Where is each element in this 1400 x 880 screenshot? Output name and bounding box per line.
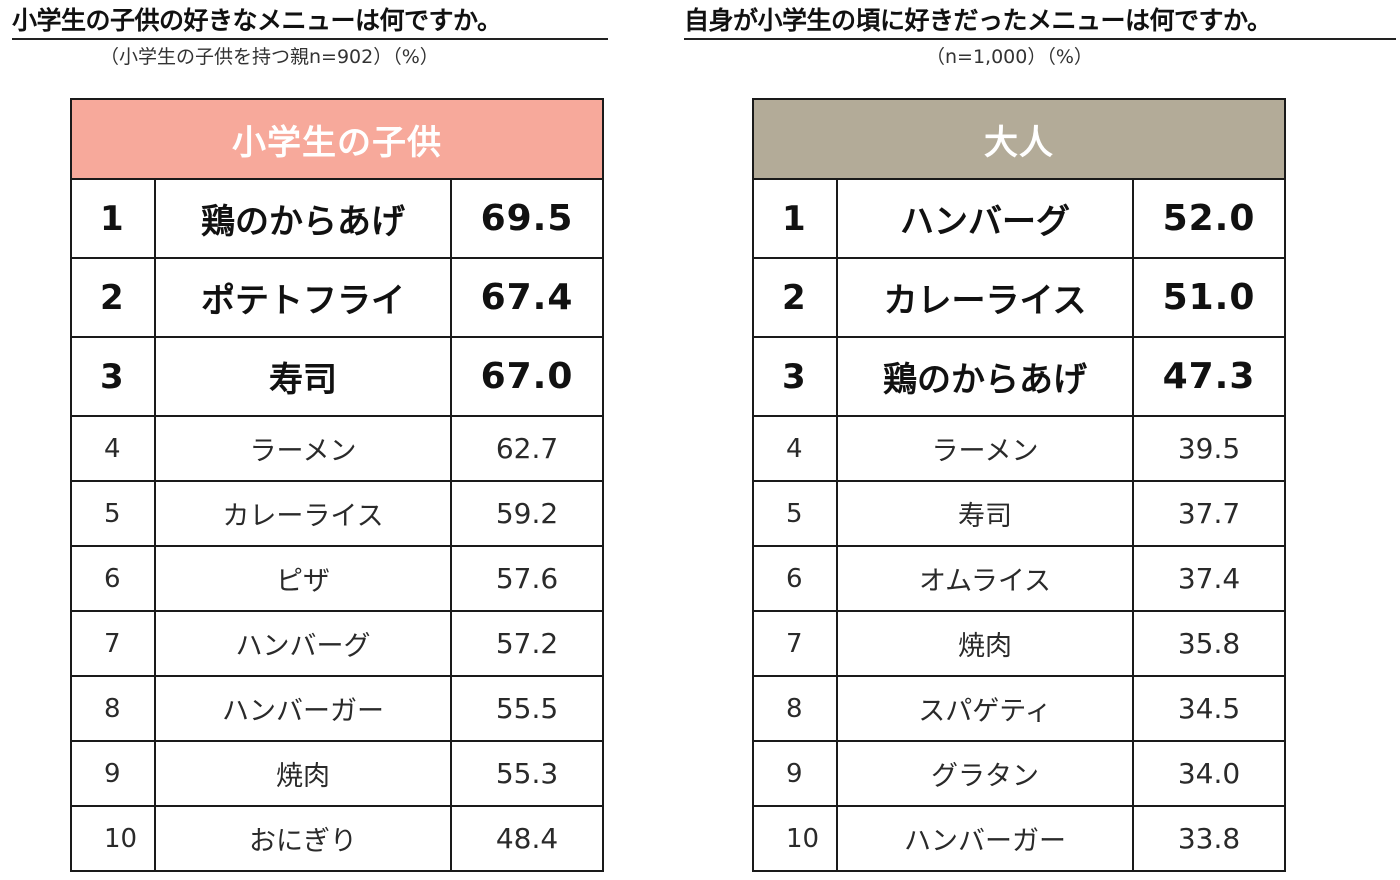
- percentage-value: 37.7: [1132, 480, 1286, 547]
- table-row: 4 ラーメン 62.7: [70, 415, 604, 482]
- table-row: 8 ハンバーガー 55.5: [70, 675, 604, 742]
- rank-number: 2: [752, 257, 838, 338]
- menu-name: ハンバーガー: [154, 675, 452, 742]
- rank-number: 2: [70, 257, 156, 338]
- percentage-value: 51.0: [1132, 257, 1286, 338]
- children-chart-subtitle: （小学生の子供を持つ親n=902）（%）: [100, 46, 439, 68]
- adults-table-header: 大人: [752, 98, 1286, 180]
- percentage-value: 47.3: [1132, 336, 1286, 417]
- rank-number: 5: [752, 480, 838, 547]
- table-row: 1 鶏のからあげ 69.5: [70, 178, 604, 259]
- percentage-value: 55.3: [450, 740, 604, 807]
- menu-name: 焼肉: [154, 740, 452, 807]
- percentage-value: 67.0: [450, 336, 604, 417]
- percentage-value: 48.4: [450, 805, 604, 872]
- rank-number: 1: [752, 178, 838, 259]
- menu-name: ラーメン: [154, 415, 452, 482]
- menu-name: ラーメン: [836, 415, 1134, 482]
- rank-number: 9: [70, 740, 156, 807]
- menu-name: ハンバーグ: [836, 178, 1134, 259]
- menu-name: 焼肉: [836, 610, 1134, 677]
- rank-number: 4: [70, 415, 156, 482]
- menu-name: ポテトフライ: [154, 257, 452, 338]
- adults-chart-title: 自身が小学生の頃に好きだったメニューは何ですか。: [684, 6, 1272, 35]
- rank-number: 1: [70, 178, 156, 259]
- table-row: 6 オムライス 37.4: [752, 545, 1286, 612]
- table-row: 10 ハンバーガー 33.8: [752, 805, 1286, 872]
- children-table-body: 1 鶏のからあげ 69.5 2 ポテトフライ 67.4 3 寿司 67.0 4 ラーメン 62.7 5 カ…: [70, 178, 604, 872]
- table-row: 5 寿司 37.7: [752, 480, 1286, 547]
- percentage-value: 34.5: [1132, 675, 1286, 742]
- adults-chart-subtitle: （n=1,000）（%）: [926, 46, 1093, 68]
- children-chart-title: 小学生の子供の好きなメニューは何ですか。: [12, 6, 502, 35]
- menu-name: ハンバーガー: [836, 805, 1134, 872]
- rank-number: 9: [752, 740, 838, 807]
- menu-name: 鶏のからあげ: [154, 178, 452, 259]
- rank-number: 10: [70, 805, 156, 872]
- table-row: 7 ハンバーグ 57.2: [70, 610, 604, 677]
- menu-name: スパゲティ: [836, 675, 1134, 742]
- percentage-value: 62.7: [450, 415, 604, 482]
- menu-name: カレーライス: [836, 257, 1134, 338]
- rank-number: 3: [70, 336, 156, 417]
- percentage-value: 35.8: [1132, 610, 1286, 677]
- menu-name: ハンバーグ: [154, 610, 452, 677]
- children-ranking-table: 小学生の子供 1 鶏のからあげ 69.5 2 ポテトフライ 67.4 3 寿司 67.0 4 ラーメ…: [70, 98, 604, 872]
- table-row: 7 焼肉 35.8: [752, 610, 1286, 677]
- adults-ranking-table: 大人 1 ハンバーグ 52.0 2 カレーライス 51.0 3 鶏のからあげ 47.3 4 ラーメン…: [752, 98, 1286, 872]
- percentage-value: 57.2: [450, 610, 604, 677]
- rank-number: 8: [70, 675, 156, 742]
- table-row: 2 ポテトフライ 67.4: [70, 257, 604, 338]
- rank-number: 6: [752, 545, 838, 612]
- children-title-underline: [12, 38, 608, 40]
- percentage-value: 55.5: [450, 675, 604, 742]
- menu-name: 鶏のからあげ: [836, 336, 1134, 417]
- menu-name: カレーライス: [154, 480, 452, 547]
- rank-number: 6: [70, 545, 156, 612]
- percentage-value: 67.4: [450, 257, 604, 338]
- rank-number: 3: [752, 336, 838, 417]
- table-row: 3 寿司 67.0: [70, 336, 604, 417]
- table-row: 3 鶏のからあげ 47.3: [752, 336, 1286, 417]
- menu-name: 寿司: [154, 336, 452, 417]
- table-row: 2 カレーライス 51.0: [752, 257, 1286, 338]
- rank-number: 8: [752, 675, 838, 742]
- table-row: 9 グラタン 34.0: [752, 740, 1286, 807]
- rank-number: 7: [752, 610, 838, 677]
- rank-number: 4: [752, 415, 838, 482]
- percentage-value: 37.4: [1132, 545, 1286, 612]
- rank-number: 5: [70, 480, 156, 547]
- adults-table-body: 1 ハンバーグ 52.0 2 カレーライス 51.0 3 鶏のからあげ 47.3 4 ラーメン 39.…: [752, 178, 1286, 872]
- percentage-value: 69.5: [450, 178, 604, 259]
- children-table-header: 小学生の子供: [70, 98, 604, 180]
- table-row: 4 ラーメン 39.5: [752, 415, 1286, 482]
- adults-title-underline: [684, 38, 1396, 40]
- table-row: 5 カレーライス 59.2: [70, 480, 604, 547]
- rank-number: 7: [70, 610, 156, 677]
- menu-name: オムライス: [836, 545, 1134, 612]
- menu-name: 寿司: [836, 480, 1134, 547]
- table-row: 9 焼肉 55.3: [70, 740, 604, 807]
- percentage-value: 57.6: [450, 545, 604, 612]
- menu-name: おにぎり: [154, 805, 452, 872]
- table-row: 6 ピザ 57.6: [70, 545, 604, 612]
- percentage-value: 52.0: [1132, 178, 1286, 259]
- table-row: 8 スパゲティ 34.5: [752, 675, 1286, 742]
- table-row: 1 ハンバーグ 52.0: [752, 178, 1286, 259]
- rank-number: 10: [752, 805, 838, 872]
- percentage-value: 59.2: [450, 480, 604, 547]
- table-row: 10 おにぎり 48.4: [70, 805, 604, 872]
- menu-name: グラタン: [836, 740, 1134, 807]
- percentage-value: 33.8: [1132, 805, 1286, 872]
- menu-name: ピザ: [154, 545, 452, 612]
- percentage-value: 39.5: [1132, 415, 1286, 482]
- percentage-value: 34.0: [1132, 740, 1286, 807]
